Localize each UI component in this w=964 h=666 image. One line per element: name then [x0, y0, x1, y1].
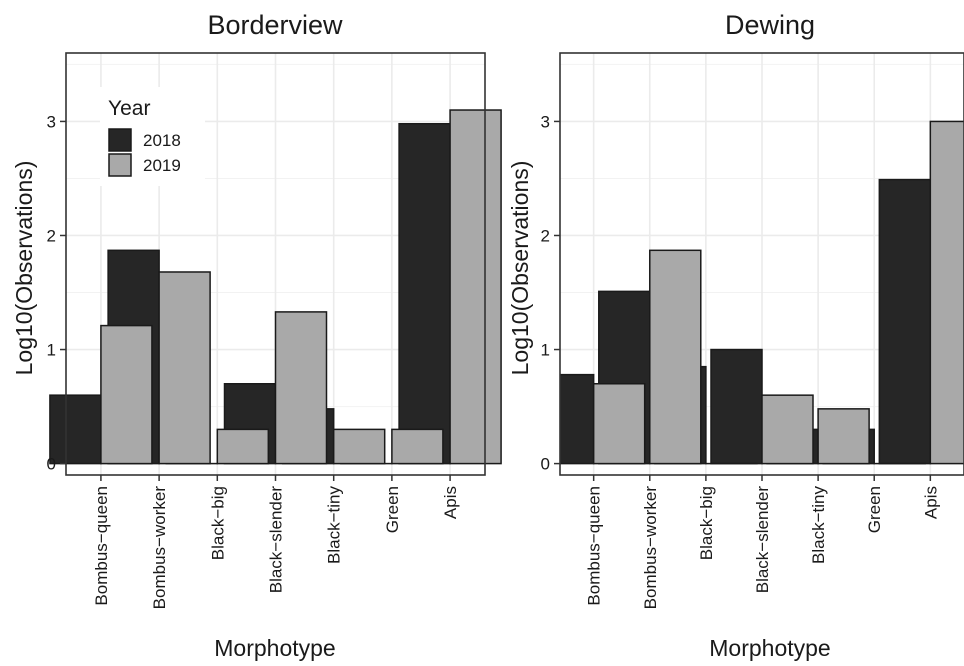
- x-tick-label: Bombus−queen: [92, 486, 111, 606]
- x-tick-label: Green: [383, 486, 402, 533]
- y-axis-label: Log10(Observations): [11, 161, 37, 376]
- x-tick-label: Black−slender: [753, 486, 772, 594]
- legend-title: Year: [108, 97, 150, 120]
- y-tick-label: 1: [47, 341, 56, 360]
- legend-swatch: [109, 154, 131, 176]
- x-axis-label: Morphotype: [214, 635, 335, 661]
- legend: Year 2018 2019: [100, 87, 205, 186]
- chart-title: Dewing: [725, 10, 815, 40]
- bar-2018-bombus-queen: [543, 375, 594, 464]
- y-tick-label: 3: [47, 112, 56, 131]
- bar-2019-apis: [450, 110, 501, 464]
- x-tick-label: Black−tiny: [809, 486, 828, 564]
- bar-2019-black-slender: [276, 312, 327, 464]
- x-tick-label: Black−tiny: [325, 486, 344, 564]
- bar-2019-bombus-queen: [594, 384, 645, 464]
- x-tick-label: Apis: [441, 486, 460, 519]
- x-tick-label: Black−big: [208, 486, 227, 560]
- bar-2019-apis: [930, 121, 964, 463]
- bar-2019-black-tiny: [818, 409, 869, 464]
- x-tick-label: Bombus−worker: [641, 486, 660, 610]
- x-axis-label: Morphotype: [709, 635, 830, 661]
- legend-label: 2018: [143, 131, 181, 150]
- bar-2018-apis: [879, 180, 930, 464]
- panel-borderview: Borderview Log10(Observations) Morphotyp…: [11, 10, 501, 661]
- x-tick-label: Bombus−queen: [585, 486, 604, 606]
- y-axis-label: Log10(Observations): [507, 161, 533, 376]
- y-tick-label: 2: [541, 226, 550, 245]
- plot-area: [543, 53, 964, 475]
- x-tick-label: Black−slender: [267, 486, 286, 594]
- bar-2019-black-big: [217, 429, 268, 463]
- bar-2018-apis: [399, 124, 450, 464]
- legend-swatch: [109, 129, 131, 151]
- bar-2019-bombus-queen: [101, 326, 152, 464]
- bar-2019-black-tiny: [334, 429, 385, 463]
- chart-title: Borderview: [207, 10, 343, 40]
- y-tick-label: 1: [541, 341, 550, 360]
- bar-2019-bombus-worker: [159, 272, 210, 464]
- bar-2019-green: [392, 429, 443, 463]
- y-tick-label: 3: [541, 112, 550, 131]
- x-tick-label: Bombus−worker: [150, 486, 169, 610]
- y-tick-label: 0: [47, 455, 56, 474]
- bar-2019-bombus-worker: [650, 250, 701, 463]
- y-tick-label: 0: [541, 455, 550, 474]
- bar-2018-bombus-queen: [50, 395, 101, 463]
- panel-dewing: Dewing Log10(Observations) Morphotype 0 1…: [507, 10, 964, 661]
- x-tick-label: Green: [865, 486, 884, 533]
- x-tick-label: Apis: [921, 486, 940, 519]
- y-tick-label: 2: [47, 226, 56, 245]
- legend-label: 2019: [143, 156, 181, 175]
- bar-2019-black-slender: [762, 395, 813, 463]
- bar-2018-black-slender: [711, 350, 762, 464]
- x-tick-label: Black−big: [697, 486, 716, 560]
